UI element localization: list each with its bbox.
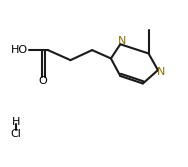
Text: O: O — [39, 76, 47, 86]
Text: N: N — [118, 36, 126, 46]
Text: HO: HO — [11, 45, 28, 55]
Text: Cl: Cl — [11, 129, 21, 139]
Text: H: H — [12, 117, 20, 127]
Text: N: N — [157, 67, 165, 77]
